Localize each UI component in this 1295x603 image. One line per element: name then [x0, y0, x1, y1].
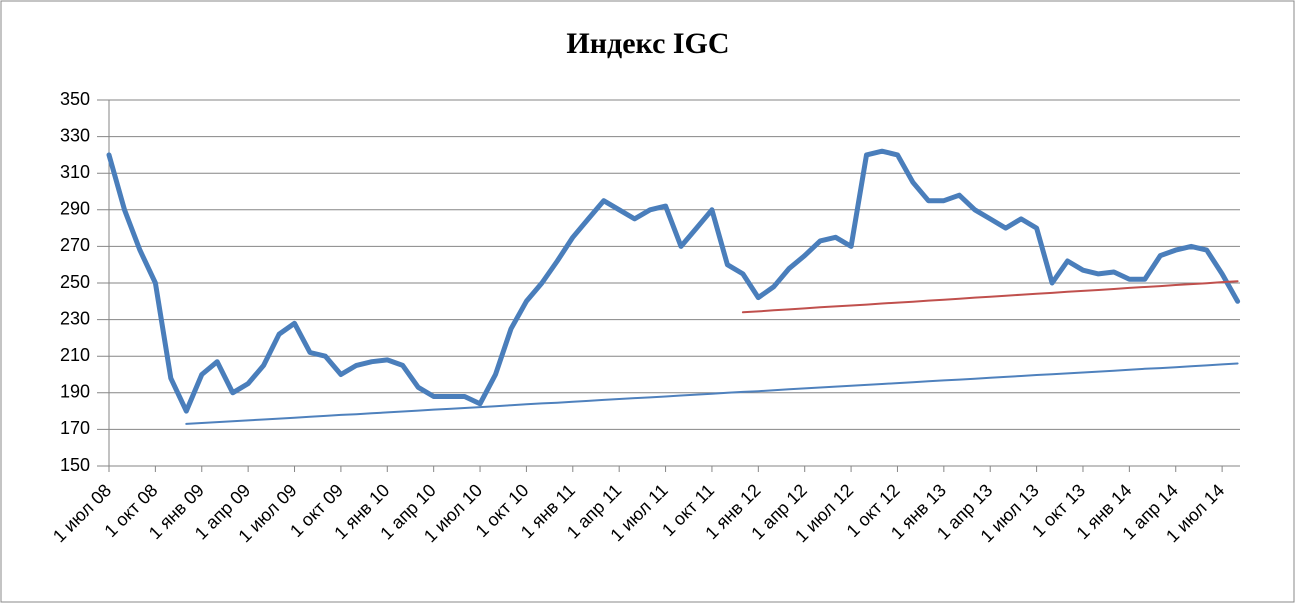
y-tick-label: 330: [60, 125, 90, 145]
series-line: [741, 280, 1239, 314]
y-tick-label: 310: [60, 162, 90, 182]
y-tick-label: 270: [60, 235, 90, 255]
series-line: [185, 362, 1239, 425]
y-tick-label: 230: [60, 308, 90, 328]
y-tick-label: 170: [60, 418, 90, 438]
y-tick-label: 190: [60, 382, 90, 402]
y-tick-label: 210: [60, 345, 90, 365]
y-tick-label: 290: [60, 199, 90, 219]
chart-title: Индекс IGC: [566, 27, 729, 60]
series-line: [106, 148, 1241, 414]
y-tick-label: 250: [60, 272, 90, 292]
y-tick-label: 350: [60, 89, 90, 109]
y-tick-label: 150: [60, 455, 90, 475]
